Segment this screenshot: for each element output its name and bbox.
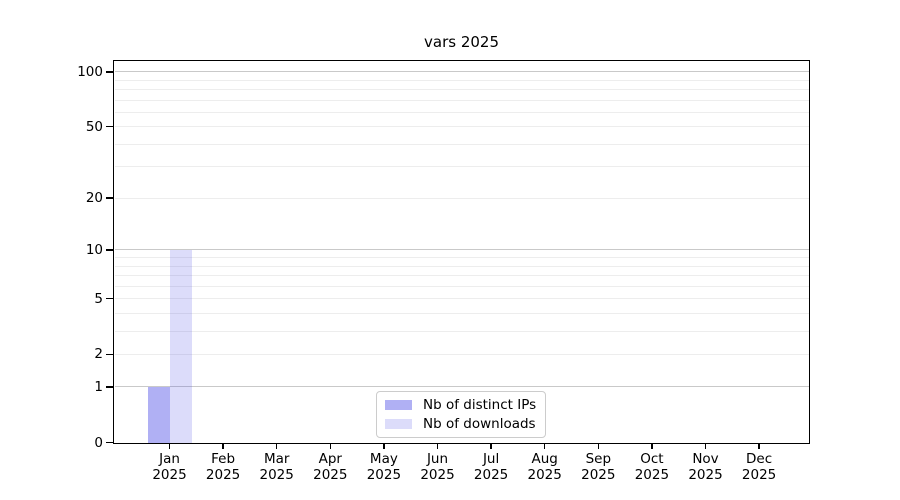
gridline-y-8 [114, 265, 809, 267]
gridline-y-50 [114, 126, 809, 128]
x-tick-mark-aug [544, 444, 546, 449]
gridline-y-7 [114, 275, 809, 277]
y-tick-label-1: 1 [94, 378, 103, 395]
gridline-y-3 [114, 330, 809, 332]
y-tick-mark-10 [106, 249, 113, 251]
gridline-y-30 [114, 166, 809, 168]
bar-jan-series-1 [169, 249, 192, 443]
gridline-y-90 [114, 79, 809, 81]
x-tick-label-aug: Aug 2025 [527, 451, 562, 483]
x-tick-label-jul: Jul 2025 [473, 451, 509, 483]
y-tick-label-100: 100 [77, 63, 103, 80]
plot-area: 0 1 2 5 10 20 50 100 Jan 2025 Feb 2025 Mar 2025 Apr 20… [77, 60, 810, 483]
y-tick-label-10: 10 [85, 241, 103, 258]
legend-swatch-distinct-ips [385, 399, 412, 410]
y-tick-mark-20 [106, 197, 113, 199]
y-tick-mark-5 [106, 297, 113, 300]
gridline-y-100 [114, 71, 809, 73]
x-tick-label-jun: Jun 2025 [420, 451, 455, 483]
gridline-y-2 [114, 353, 809, 355]
x-tick-mark-oct [651, 444, 653, 449]
legend-label-distinct-ips: Nb of distinct IPs [423, 396, 537, 413]
x-tick-label-feb: Feb 2025 [205, 451, 241, 483]
x-tick-label-dec: Dec 2025 [741, 451, 777, 483]
x-tick-mark-jul [490, 444, 492, 449]
legend-label-downloads: Nb of downloads [423, 415, 536, 432]
gridline-y-70 [114, 99, 809, 101]
y-tick-label-0: 0 [94, 434, 103, 451]
x-tick-label-jan: Jan 2025 [152, 451, 187, 483]
gridline-y-40 [114, 143, 809, 145]
x-tick-mark-feb [222, 444, 224, 449]
y-tick-mark-2 [106, 353, 113, 355]
gridline-y-20 [114, 197, 809, 199]
gridline-y-5 [114, 298, 809, 300]
x-tick-label-apr: Apr 2025 [313, 451, 348, 483]
legend-item-downloads: Nb of downloads [385, 415, 536, 432]
gridline-y-60 [114, 111, 809, 113]
x-tick-label-mar: Mar 2025 [259, 451, 294, 483]
y-tick-label-20: 20 [85, 190, 103, 207]
legend-item-distinct-ips: Nb of distinct IPs [385, 396, 536, 413]
x-tick-label-nov: Nov 2025 [688, 451, 723, 483]
gridline-y-6 [114, 285, 809, 287]
gridline-y-10 [114, 249, 809, 251]
x-tick-label-sep: Sep 2025 [581, 451, 616, 483]
x-tick-mark-may [383, 444, 385, 449]
x-tick-mark-jan [168, 444, 171, 449]
gridline-y-1 [114, 386, 809, 388]
y-tick-label-50: 50 [85, 118, 103, 135]
y-tick-mark-100 [106, 71, 113, 73]
gridline-y-9 [114, 257, 809, 259]
y-tick-label-2: 2 [94, 346, 103, 363]
y-tick-label-5: 5 [94, 290, 103, 307]
x-tick-label-oct: Oct 2025 [634, 451, 670, 483]
x-tick-label-may: May 2025 [366, 451, 402, 483]
gridline-y-80 [114, 89, 809, 91]
chart-title: vars 2025 [424, 33, 499, 51]
gridline-y-4 [114, 312, 809, 314]
x-tick-mark-jun [436, 444, 439, 449]
x-tick-mark-dec [758, 444, 760, 449]
bar-jan-series-0 [147, 386, 170, 443]
legend-swatch-downloads [385, 418, 412, 429]
y-tick-mark-50 [106, 126, 113, 128]
y-tick-mark-1 [106, 386, 113, 388]
x-tick-mark-apr [329, 444, 331, 449]
y-tick-mark-0 [106, 441, 113, 444]
x-tick-mark-nov [704, 444, 707, 449]
x-tick-mark-sep [597, 444, 599, 449]
x-tick-mark-mar [276, 444, 278, 449]
legend: Nb of distinct IPs Nb of downloads [376, 391, 547, 438]
